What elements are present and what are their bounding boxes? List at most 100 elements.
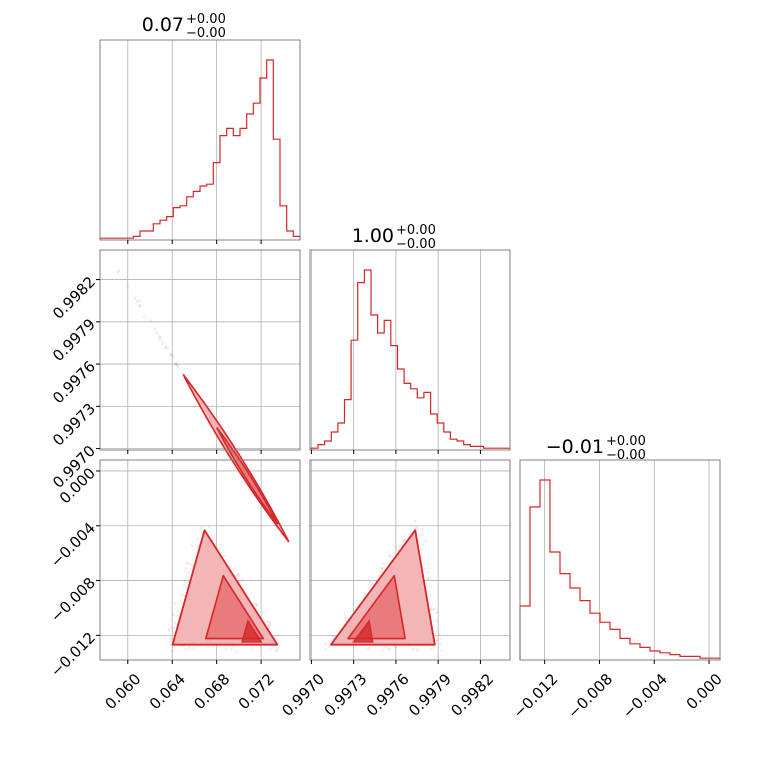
sample-point-2-0-223: [172, 626, 176, 630]
sample-point-2-1-30: [371, 582, 375, 585]
panel-title-minus-0: −0.00: [186, 26, 226, 41]
sample-point-2-0-24: [200, 527, 203, 530]
sample-point-2-1-17: [434, 619, 438, 623]
sample-point-2-1-74: [441, 649, 444, 652]
data-layer: [99, 59, 721, 660]
sample-point-2-1-126: [379, 570, 383, 574]
sample-point-2-1-220: [424, 567, 427, 571]
sample-point-1-0-100: [164, 345, 168, 348]
sample-point-2-1-32: [432, 608, 435, 611]
panel-title-plus-0: +0.00: [186, 12, 226, 27]
sample-point-2-0-34: [223, 554, 226, 557]
sample-point-2-1-68: [389, 647, 392, 651]
sample-point-2-1-86: [421, 528, 424, 531]
sample-point-2-1-112: [437, 632, 441, 636]
sample-point-2-1-58: [369, 583, 373, 587]
sample-point-2-1-149: [416, 526, 419, 530]
sample-point-2-0-134: [187, 646, 191, 650]
x-tick-label-0-1: 0.064: [146, 670, 189, 713]
sample-point-2-0-133: [267, 624, 270, 627]
sample-point-1-0-13: [161, 342, 165, 345]
x-tick-label-2-3: 0.000: [683, 670, 726, 713]
sample-point-2-0-157: [274, 649, 278, 652]
sample-point-2-1-55: [381, 648, 385, 651]
sample-point-2-0-205: [192, 646, 196, 650]
sample-point-1-0-32: [169, 353, 172, 357]
sample-point-2-1-222: [331, 634, 334, 638]
sample-point-2-1-71: [388, 554, 392, 558]
sample-point-2-1-177: [380, 567, 383, 570]
sample-point-2-0-63: [250, 646, 254, 649]
sample-point-2-1-202: [344, 616, 347, 620]
sample-point-2-1-168: [403, 537, 407, 541]
sample-point-2-0-198: [169, 643, 172, 647]
y-tick-label-1-2: 0.9976: [49, 357, 99, 407]
sample-point-1-0-33: [142, 315, 146, 319]
sample-point-1-0-0: [159, 335, 162, 339]
sample-point-1-0-75: [117, 269, 121, 273]
sample-point-2-1-46: [368, 580, 372, 584]
panel-frame-2-1: [309, 459, 511, 661]
sample-point-1-0-54: [155, 331, 158, 335]
sample-point-2-0-180: [184, 569, 187, 572]
panel-title-plus-1: +0.00: [396, 223, 436, 238]
panel-title-value-0: 0.07: [142, 14, 184, 36]
contour-inner-1-0: [215, 427, 279, 525]
sample-point-2-0-37: [176, 610, 179, 614]
contour-inner-2-1: [347, 574, 406, 640]
y-tick-label-1-4: 0.9982: [49, 273, 99, 323]
sample-point-2-0-14: [231, 568, 234, 571]
y-tick-label-2-0: −0.012: [47, 629, 99, 681]
sample-point-2-1-211: [382, 562, 386, 566]
sample-point-2-0-100: [185, 561, 188, 565]
sample-point-1-0-127: [174, 363, 178, 366]
sample-point-2-0-164: [195, 545, 199, 548]
sample-point-2-1-224: [429, 608, 433, 611]
sample-point-2-1-101: [343, 614, 347, 618]
sample-point-2-0-105: [237, 573, 241, 576]
sample-point-2-1-169: [433, 607, 436, 611]
x-tick-label-1-1: 0.9973: [321, 670, 371, 720]
sample-point-2-0-99: [187, 571, 190, 574]
sample-point-2-1-105: [401, 539, 405, 542]
sample-point-2-1-63: [421, 543, 425, 546]
sample-point-2-1-212: [436, 638, 439, 642]
sample-point-2-0-186: [235, 574, 238, 577]
x-tick-label-2-0: −0.012: [509, 670, 561, 722]
sample-point-2-1-89: [421, 533, 425, 537]
sample-point-2-1-59: [430, 602, 434, 606]
sample-point-2-0-22: [207, 525, 211, 529]
sample-point-1-0-97: [181, 372, 184, 376]
sample-point-2-1-88: [426, 589, 430, 593]
sample-point-2-1-61: [414, 519, 417, 523]
sample-point-1-0-135: [176, 363, 179, 367]
sample-point-2-1-174: [415, 529, 419, 532]
x-tick-label-0-0: 0.060: [101, 670, 144, 713]
x-tick-label-0-2: 0.068: [190, 670, 233, 713]
sample-point-2-1-24: [368, 646, 372, 649]
sample-point-1-0-107: [169, 353, 173, 356]
sample-point-2-1-214: [418, 533, 422, 537]
sample-point-2-0-142: [167, 627, 171, 630]
sample-point-2-0-208: [169, 636, 173, 640]
sample-point-2-1-62: [435, 611, 438, 614]
sample-point-2-1-15: [327, 645, 331, 648]
sample-point-2-1-223: [439, 642, 443, 645]
sample-point-2-1-209: [333, 635, 336, 638]
sample-point-2-1-106: [433, 632, 437, 635]
sample-point-2-0-29: [170, 626, 173, 629]
sample-point-2-0-102: [234, 574, 238, 578]
sample-point-2-0-43: [267, 626, 271, 629]
sample-point-2-0-27: [275, 650, 279, 653]
sample-point-2-0-218: [235, 649, 238, 653]
sample-point-2-1-37: [416, 648, 420, 652]
sample-point-2-1-219: [426, 571, 429, 574]
sample-point-1-0-81: [158, 335, 161, 338]
contour-core-2-1: [352, 619, 374, 643]
y-tick-label-1-3: 0.9979: [49, 315, 99, 365]
sample-point-1-0-55: [174, 361, 178, 365]
sample-point-2-0-5: [255, 604, 258, 607]
sample-point-2-1-78: [430, 648, 433, 651]
sample-point-2-0-239: [229, 648, 233, 651]
sample-point-2-1-129: [388, 554, 391, 558]
